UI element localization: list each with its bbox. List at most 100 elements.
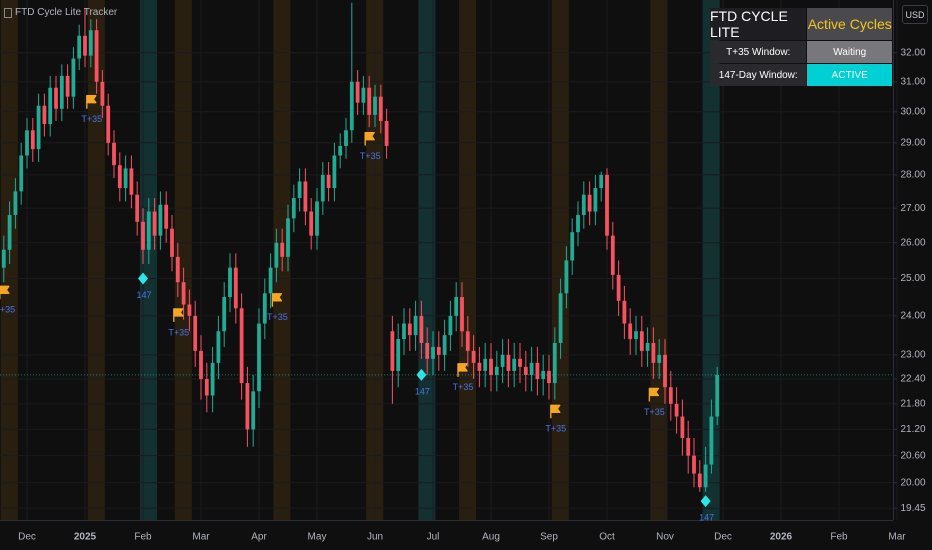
x-tick-label: Nov: [656, 532, 674, 543]
signal-label: 147: [136, 290, 151, 300]
candle-body: [297, 181, 302, 199]
x-tick-label: Dec: [714, 532, 732, 543]
candle-body: [216, 331, 221, 363]
candle-body: [210, 362, 215, 396]
currency-button[interactable]: USD: [902, 5, 928, 24]
candle-body: [489, 358, 493, 375]
candle-body: [100, 81, 105, 106]
signal-window: [174, 0, 192, 520]
y-tick-label: 19.45: [900, 503, 925, 514]
y-tick-label: 22.40: [900, 374, 925, 385]
candles: [1, 2, 720, 492]
candle-body: [436, 346, 441, 355]
y-tick-label: 24.00: [900, 311, 925, 322]
candle-body: [88, 30, 93, 56]
table-cell: ACTIVE: [807, 64, 892, 86]
candle-body: [663, 354, 667, 388]
x-tick-label: Mar: [192, 532, 210, 543]
signal-label: T+35: [360, 151, 381, 161]
candle-body: [42, 105, 47, 125]
candle-body: [303, 181, 308, 212]
y-tick-label: 31.00: [900, 76, 925, 87]
candle-body: [286, 218, 290, 257]
candle-body: [291, 198, 296, 219]
x-tick-label: Feb: [134, 532, 152, 543]
indicator-icon: [4, 7, 12, 18]
candle-body: [523, 366, 528, 375]
candle-body: [25, 130, 29, 156]
candle-body: [639, 331, 644, 351]
x-tick-label: Oct: [599, 532, 615, 543]
candle-body: [483, 358, 488, 371]
candle-body: [152, 211, 157, 236]
candle-body: [518, 358, 522, 367]
candle-body: [402, 323, 406, 340]
y-tick-label: 32.00: [900, 47, 925, 58]
x-tick-label: 2026: [770, 532, 793, 543]
candle-body: [506, 354, 511, 371]
candle-body: [48, 87, 53, 125]
y-tick-label: 27.00: [900, 203, 925, 214]
status-table: FTD CYCLE LITE Active Cycles T+35 Window…: [710, 8, 893, 87]
candle-body: [680, 416, 685, 439]
signal-window: [418, 0, 436, 520]
x-tick-label: Jul: [427, 532, 440, 543]
candle-body: [471, 350, 476, 363]
candle-body: [390, 331, 395, 371]
candle-body: [146, 211, 151, 250]
x-tick-label: Feb: [830, 532, 848, 543]
signal-flag: [364, 131, 375, 146]
signal-label: T+35: [644, 407, 665, 417]
candle-body: [141, 221, 145, 250]
signal-label: T+35: [267, 312, 288, 322]
candle-body: [552, 342, 557, 384]
y-tick-label: 23.00: [900, 349, 925, 360]
signal-label: T+35: [545, 424, 566, 434]
candle-body: [442, 335, 447, 355]
candle-body: [112, 142, 116, 166]
candle-body: [535, 362, 540, 380]
candle-body: [239, 308, 244, 384]
candle-body: [500, 354, 505, 367]
candle-body: [628, 323, 633, 340]
candle-body: [280, 242, 285, 257]
table-row: 147-Day Window: ACTIVE: [710, 64, 893, 86]
candle-body: [19, 155, 24, 192]
candle-body: [576, 214, 580, 233]
candle-body: [460, 297, 464, 332]
indicator-title[interactable]: FTD Cycle Lite Tracker: [4, 7, 117, 18]
table-cell: Waiting: [807, 41, 892, 63]
candle-body: [135, 194, 140, 222]
candle-body: [419, 315, 424, 343]
candle-body: [686, 438, 691, 456]
x-tick-label: Dec: [18, 532, 36, 543]
candle-body: [7, 214, 12, 250]
candle-body: [65, 75, 70, 97]
candle-body: [361, 87, 366, 103]
candle-body: [228, 267, 232, 298]
signal-diamond: [700, 495, 711, 508]
candle-body: [117, 165, 122, 189]
candle-body: [13, 191, 18, 215]
candle-body: [477, 362, 482, 371]
signal-label: T+35: [168, 327, 189, 337]
signal-window: [551, 0, 569, 520]
candle-body: [651, 342, 656, 363]
candle-body: [413, 315, 418, 336]
candle-body: [222, 297, 227, 332]
signal-label: 147: [699, 513, 714, 523]
candle-body: [709, 416, 714, 465]
candle-body: [512, 358, 517, 371]
signal-diamond: [138, 272, 148, 285]
table-row: T+35 Window: Waiting: [710, 41, 893, 63]
signal-label: T+35: [0, 305, 15, 315]
candle-body: [431, 346, 435, 359]
table-cell: T+35 Window:: [710, 41, 807, 63]
candle-body: [158, 204, 163, 236]
candle-body: [30, 130, 35, 150]
candle-body: [262, 293, 267, 324]
candle-body: [129, 168, 134, 195]
signal-window: [459, 0, 476, 520]
y-tick-label: 20.60: [900, 450, 925, 461]
